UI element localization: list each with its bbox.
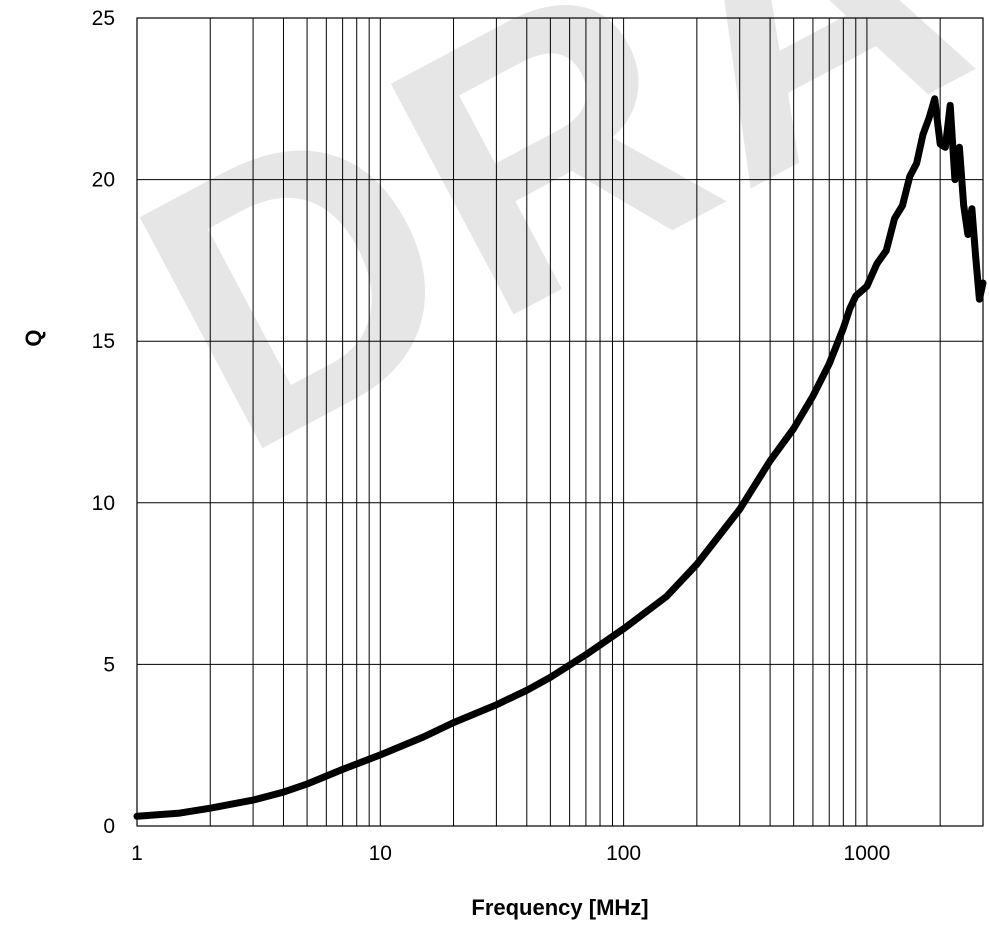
x-tick-label: 10 xyxy=(369,842,392,865)
watermark-text: DRAFT xyxy=(79,0,989,532)
x-tick-label: 1000 xyxy=(844,842,891,865)
x-tick-label: 1 xyxy=(131,842,143,865)
y-tick-label: 5 xyxy=(103,653,115,676)
y-tick-label: 25 xyxy=(92,7,115,30)
x-axis-title: Frequency [MHz] xyxy=(471,895,648,920)
grid-lines xyxy=(136,17,984,827)
y-tick-label: 0 xyxy=(103,815,115,838)
draft-watermark: DRAFT xyxy=(79,0,989,532)
x-tick-labels: 1 10 100 1000 xyxy=(131,842,890,865)
y-tick-label: 10 xyxy=(92,492,115,515)
x-tick-label: 100 xyxy=(606,842,641,865)
plot-frame xyxy=(136,17,984,827)
y-tick-label: 20 xyxy=(92,169,115,192)
y-axis-title: Q xyxy=(21,329,46,346)
y-tick-label: 15 xyxy=(92,330,115,353)
q-curve xyxy=(133,95,987,820)
y-tick-labels: 0 5 10 15 20 25 xyxy=(92,7,115,838)
